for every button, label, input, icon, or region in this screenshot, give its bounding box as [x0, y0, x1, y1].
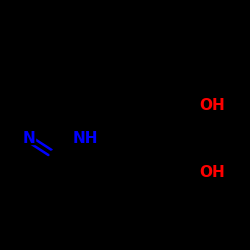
- Text: OH: OH: [200, 98, 225, 113]
- Bar: [23, 134, 35, 143]
- Bar: [76, 134, 94, 143]
- Text: N: N: [22, 131, 35, 146]
- Text: NH: NH: [72, 131, 98, 146]
- Text: OH: OH: [200, 164, 225, 180]
